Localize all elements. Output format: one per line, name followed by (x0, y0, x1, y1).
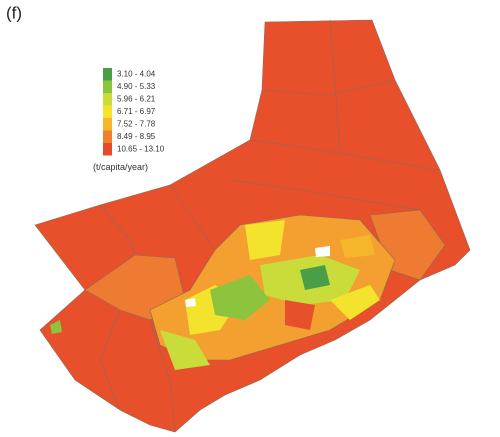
legend-label: 3.10 - 4.04 (117, 69, 156, 78)
legend-swatch (103, 143, 112, 156)
region-map (34, 19, 471, 433)
legend-label: 6.71 - 6.97 (117, 107, 156, 116)
legend-swatch (103, 105, 112, 118)
legend-swatch (103, 68, 112, 81)
legend-swatch (103, 80, 112, 93)
legend-unit: (t/capita/year) (93, 162, 148, 172)
legend-label: 8.49 - 8.95 (117, 132, 156, 141)
legend-label: 4.90 - 5.33 (117, 82, 156, 91)
legend-swatch (103, 118, 112, 131)
legend-swatch (103, 93, 112, 106)
legend-label: 10.65 - 13.10 (117, 144, 165, 153)
legend-swatch (103, 130, 112, 143)
legend-label: 7.52 - 7.78 (117, 119, 156, 128)
legend: 3.10 - 4.04 4.90 - 5.33 5.96 - 6.21 6.71 - … (93, 68, 165, 172)
legend-label: 5.96 - 6.21 (117, 94, 156, 103)
panel-label: (f) (6, 3, 22, 22)
